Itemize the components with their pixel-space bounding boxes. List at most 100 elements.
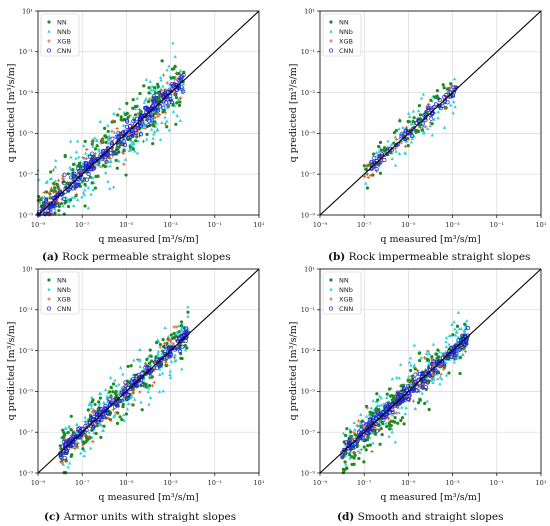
data-point xyxy=(380,432,384,437)
data-point xyxy=(74,183,80,188)
data-point xyxy=(58,454,63,459)
data-point xyxy=(147,386,151,390)
data-point xyxy=(62,470,66,475)
data-point xyxy=(353,433,357,437)
data-point xyxy=(352,420,356,424)
data-point xyxy=(340,455,345,460)
data-point xyxy=(419,96,424,100)
data-point xyxy=(95,139,99,143)
data-point xyxy=(85,156,89,161)
data-point xyxy=(448,334,452,338)
data-point xyxy=(66,465,70,469)
data-point xyxy=(132,358,136,362)
data-point xyxy=(115,139,120,144)
data-point xyxy=(413,372,418,377)
data-point xyxy=(171,109,176,113)
data-point xyxy=(81,179,85,183)
legend-marker-nn xyxy=(329,278,333,282)
data-point xyxy=(91,175,95,179)
data-point xyxy=(408,379,412,384)
data-point xyxy=(364,448,368,452)
data-point xyxy=(381,409,386,415)
data-point xyxy=(154,121,159,125)
data-point xyxy=(120,418,124,422)
data-point xyxy=(74,192,79,197)
data-point xyxy=(444,339,448,344)
data-point xyxy=(378,394,382,398)
data-point xyxy=(93,402,97,407)
data-point xyxy=(135,96,140,100)
data-point xyxy=(416,117,421,122)
data-point xyxy=(140,408,144,412)
y-tick-label: 10¹ xyxy=(22,7,33,15)
data-point xyxy=(458,371,462,376)
data-point xyxy=(432,117,436,121)
data-point xyxy=(394,137,398,142)
data-point xyxy=(140,122,145,127)
y-tick-label: 10⁻⁵ xyxy=(301,388,316,396)
data-point xyxy=(144,137,149,141)
data-point xyxy=(163,111,168,115)
data-point xyxy=(364,167,368,171)
data-point xyxy=(365,422,370,427)
data-point xyxy=(440,377,444,381)
data-point xyxy=(444,336,449,340)
data-point xyxy=(414,121,419,126)
data-point xyxy=(186,310,190,314)
data-point xyxy=(44,200,49,205)
data-point xyxy=(115,401,120,406)
data-point xyxy=(98,391,103,396)
data-point xyxy=(149,363,153,367)
y-tick-label: 10¹ xyxy=(22,265,33,273)
data-point xyxy=(90,410,94,414)
data-point xyxy=(350,455,354,459)
x-tick-label: 10⁻⁷ xyxy=(357,479,372,487)
plot-frame xyxy=(319,10,542,216)
data-point xyxy=(417,351,422,355)
data-point xyxy=(54,158,58,162)
data-point xyxy=(106,416,111,421)
data-point xyxy=(448,86,452,90)
data-point xyxy=(86,185,91,190)
data-point xyxy=(140,382,145,387)
data-point xyxy=(79,165,83,169)
data-point xyxy=(427,102,431,107)
data-point xyxy=(426,358,430,362)
data-point xyxy=(152,132,156,136)
data-point xyxy=(124,412,128,416)
data-point xyxy=(131,106,135,110)
data-point xyxy=(451,90,456,95)
data-point xyxy=(149,87,153,92)
data-point xyxy=(359,427,364,432)
data-point xyxy=(164,352,169,357)
data-point xyxy=(69,414,73,418)
data-point xyxy=(106,138,111,142)
data-point xyxy=(374,167,379,172)
data-point xyxy=(408,387,413,392)
y-tick-label: 10¹ xyxy=(304,265,315,273)
data-point xyxy=(58,452,63,457)
data-point xyxy=(366,444,370,448)
data-point xyxy=(43,195,47,199)
data-point xyxy=(52,183,56,187)
data-point xyxy=(365,406,369,410)
data-point xyxy=(154,365,159,370)
data-point xyxy=(165,341,169,345)
data-point xyxy=(142,121,146,125)
data-point xyxy=(409,368,413,373)
data-point xyxy=(105,399,110,404)
data-point xyxy=(444,345,448,349)
data-point xyxy=(457,327,462,331)
data-point xyxy=(358,420,363,424)
data-point xyxy=(168,369,172,373)
data-point xyxy=(390,377,394,381)
data-point xyxy=(423,112,428,117)
data-point xyxy=(175,113,179,117)
legend-box xyxy=(322,13,362,57)
data-point xyxy=(107,134,111,138)
data-point xyxy=(36,212,41,217)
y-tick-label: 10⁻³ xyxy=(19,89,34,97)
data-point xyxy=(43,198,49,203)
data-point xyxy=(119,142,124,147)
